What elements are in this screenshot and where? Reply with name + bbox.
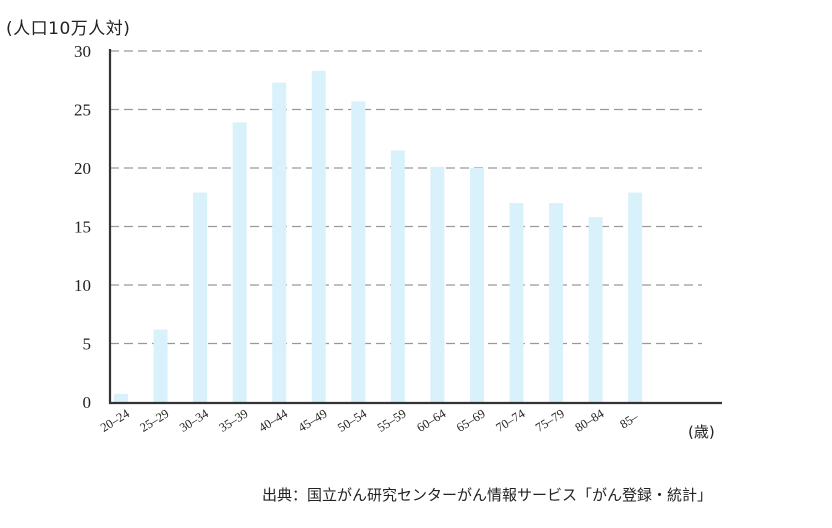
bar bbox=[154, 329, 168, 402]
y-tick-label: 15 bbox=[74, 218, 91, 237]
bar bbox=[589, 217, 603, 402]
x-tick-label: 20–24 bbox=[98, 406, 133, 435]
x-tick-label: 70–74 bbox=[493, 406, 528, 435]
y-tick-label: 30 bbox=[74, 42, 91, 61]
bar bbox=[233, 122, 247, 402]
bar bbox=[312, 71, 326, 402]
x-tick-label: 25–29 bbox=[137, 406, 171, 434]
bar bbox=[114, 394, 128, 402]
bar bbox=[351, 101, 365, 402]
x-tick-label: 35–39 bbox=[217, 406, 251, 434]
source-note: 出典：国立がん研究センターがん情報サービス「がん登録・統計」 bbox=[262, 484, 712, 505]
x-tick-label: 60–64 bbox=[414, 406, 449, 435]
bar bbox=[628, 193, 642, 402]
y-tick-label: 5 bbox=[83, 335, 92, 354]
bar bbox=[470, 168, 484, 402]
y-tick-label: 20 bbox=[74, 159, 91, 178]
bars bbox=[114, 71, 642, 402]
x-tick-label: 50–54 bbox=[335, 406, 370, 435]
x-tick-label: 40–44 bbox=[256, 406, 291, 435]
bar bbox=[391, 150, 405, 402]
bar bbox=[549, 203, 563, 402]
x-tick-label: 80–84 bbox=[573, 406, 608, 435]
x-tick-label: 65–69 bbox=[454, 406, 488, 434]
x-axis-unit-label: (歳) bbox=[688, 423, 715, 441]
y-tick-label: 25 bbox=[74, 101, 91, 120]
x-tick-label: 30–34 bbox=[177, 406, 212, 435]
y-tick-labels: 0 5 10 15 20 25 30 bbox=[74, 42, 91, 412]
x-tick-label: 75–79 bbox=[533, 406, 567, 434]
bar bbox=[193, 193, 207, 402]
x-tick-labels: 20–24 25–29 30–34 35–39 40–44 45–49 50–54 55–59… bbox=[98, 406, 641, 435]
bar bbox=[510, 203, 524, 402]
x-tick-label: 45–49 bbox=[296, 406, 330, 434]
x-tick-label: 55–59 bbox=[375, 406, 409, 434]
y-tick-label: 10 bbox=[74, 276, 91, 295]
bar bbox=[272, 83, 286, 402]
bar bbox=[430, 167, 444, 402]
y-tick-label: 0 bbox=[83, 393, 92, 412]
x-tick-label: 85– bbox=[617, 409, 641, 431]
